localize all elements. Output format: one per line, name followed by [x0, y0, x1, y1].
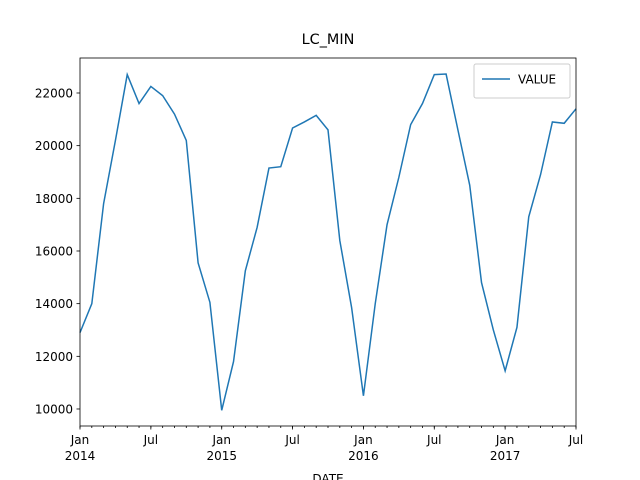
y-tick-label: 18000	[35, 192, 73, 206]
x-tick-label: Jul	[143, 433, 158, 447]
x-tick-label: Jan 2017	[490, 433, 521, 463]
y-tick-label: 22000	[35, 86, 73, 100]
y-tick-label: 10000	[35, 402, 73, 416]
plot-frame	[79, 57, 577, 427]
x-tick-label: Jan 2016	[348, 433, 379, 463]
legend-box	[473, 63, 571, 99]
y-tick-label: 14000	[35, 297, 73, 311]
x-tick-label: Jul	[284, 433, 299, 447]
legend-label: VALUE	[518, 73, 556, 87]
x-tick-label: Jul	[426, 433, 441, 447]
data-line	[79, 71, 577, 411]
x-tick-label: Jan 2014	[65, 433, 96, 463]
x-axis-label: DATE	[312, 472, 343, 480]
x-tick-label: Jan 2015	[206, 433, 237, 463]
y-tick-label: 12000	[35, 350, 73, 364]
x-tick-label: Jul	[568, 433, 583, 447]
y-tick-label: 20000	[35, 139, 73, 153]
chart-title: LC_MIN	[302, 32, 355, 48]
y-tick-label: 16000	[35, 244, 73, 258]
